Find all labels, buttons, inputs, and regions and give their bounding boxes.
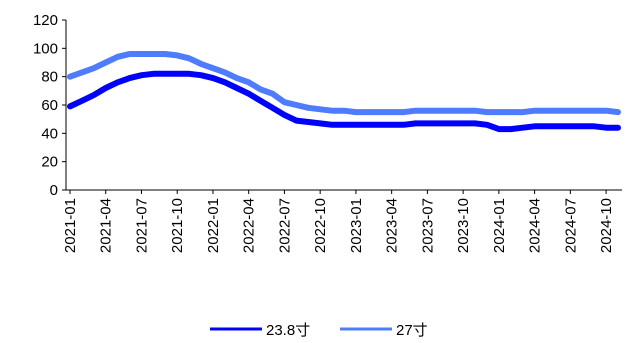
x-tick-label: 2022-10 — [312, 198, 329, 253]
y-tick-label: 40 — [41, 125, 58, 142]
x-axis: 2021-01 2021-04 2021-07 2021-10 2022-01 2022-… — [62, 189, 622, 253]
x-tick-label: 2021-04 — [98, 198, 115, 253]
y-tick-label: 100 — [33, 40, 58, 57]
series-line — [67, 70, 621, 133]
x-tick-label: 2024-04 — [527, 198, 544, 253]
y-tick-label: 0 — [50, 182, 58, 199]
x-tick-label: 2022-07 — [276, 198, 293, 253]
x-tick-label: 2023-04 — [384, 198, 401, 253]
legend-label-27: 27寸 — [396, 322, 428, 339]
legend: 23.8寸 27寸 — [210, 322, 428, 339]
y-tick-label: 120 — [33, 12, 58, 29]
x-tick-label: 2022-04 — [241, 198, 258, 253]
x-tick-label: 2023-07 — [419, 198, 436, 253]
x-tick-label: 2022-01 — [205, 198, 222, 253]
y-tick-label: 20 — [41, 154, 58, 171]
x-tick-label: 2023-10 — [455, 198, 472, 253]
legend-label-23-8: 23.8寸 — [266, 322, 310, 339]
y-tick-label: 80 — [41, 69, 58, 86]
x-tick-label: 2023-01 — [348, 198, 365, 253]
x-tick-label: 2021-01 — [62, 198, 79, 253]
x-tick-label: 2024-10 — [598, 198, 615, 253]
y-tick-label: 60 — [41, 97, 58, 114]
series-layer — [67, 51, 621, 133]
y-axis: 0 20 40 60 80 100 120 — [33, 12, 67, 199]
series-line — [67, 51, 621, 116]
x-tick-label: 2021-07 — [133, 198, 150, 253]
x-tick-label: 2021-10 — [169, 198, 186, 253]
x-tick-label: 2024-01 — [491, 198, 508, 253]
x-tick-label: 2024-07 — [562, 198, 579, 253]
